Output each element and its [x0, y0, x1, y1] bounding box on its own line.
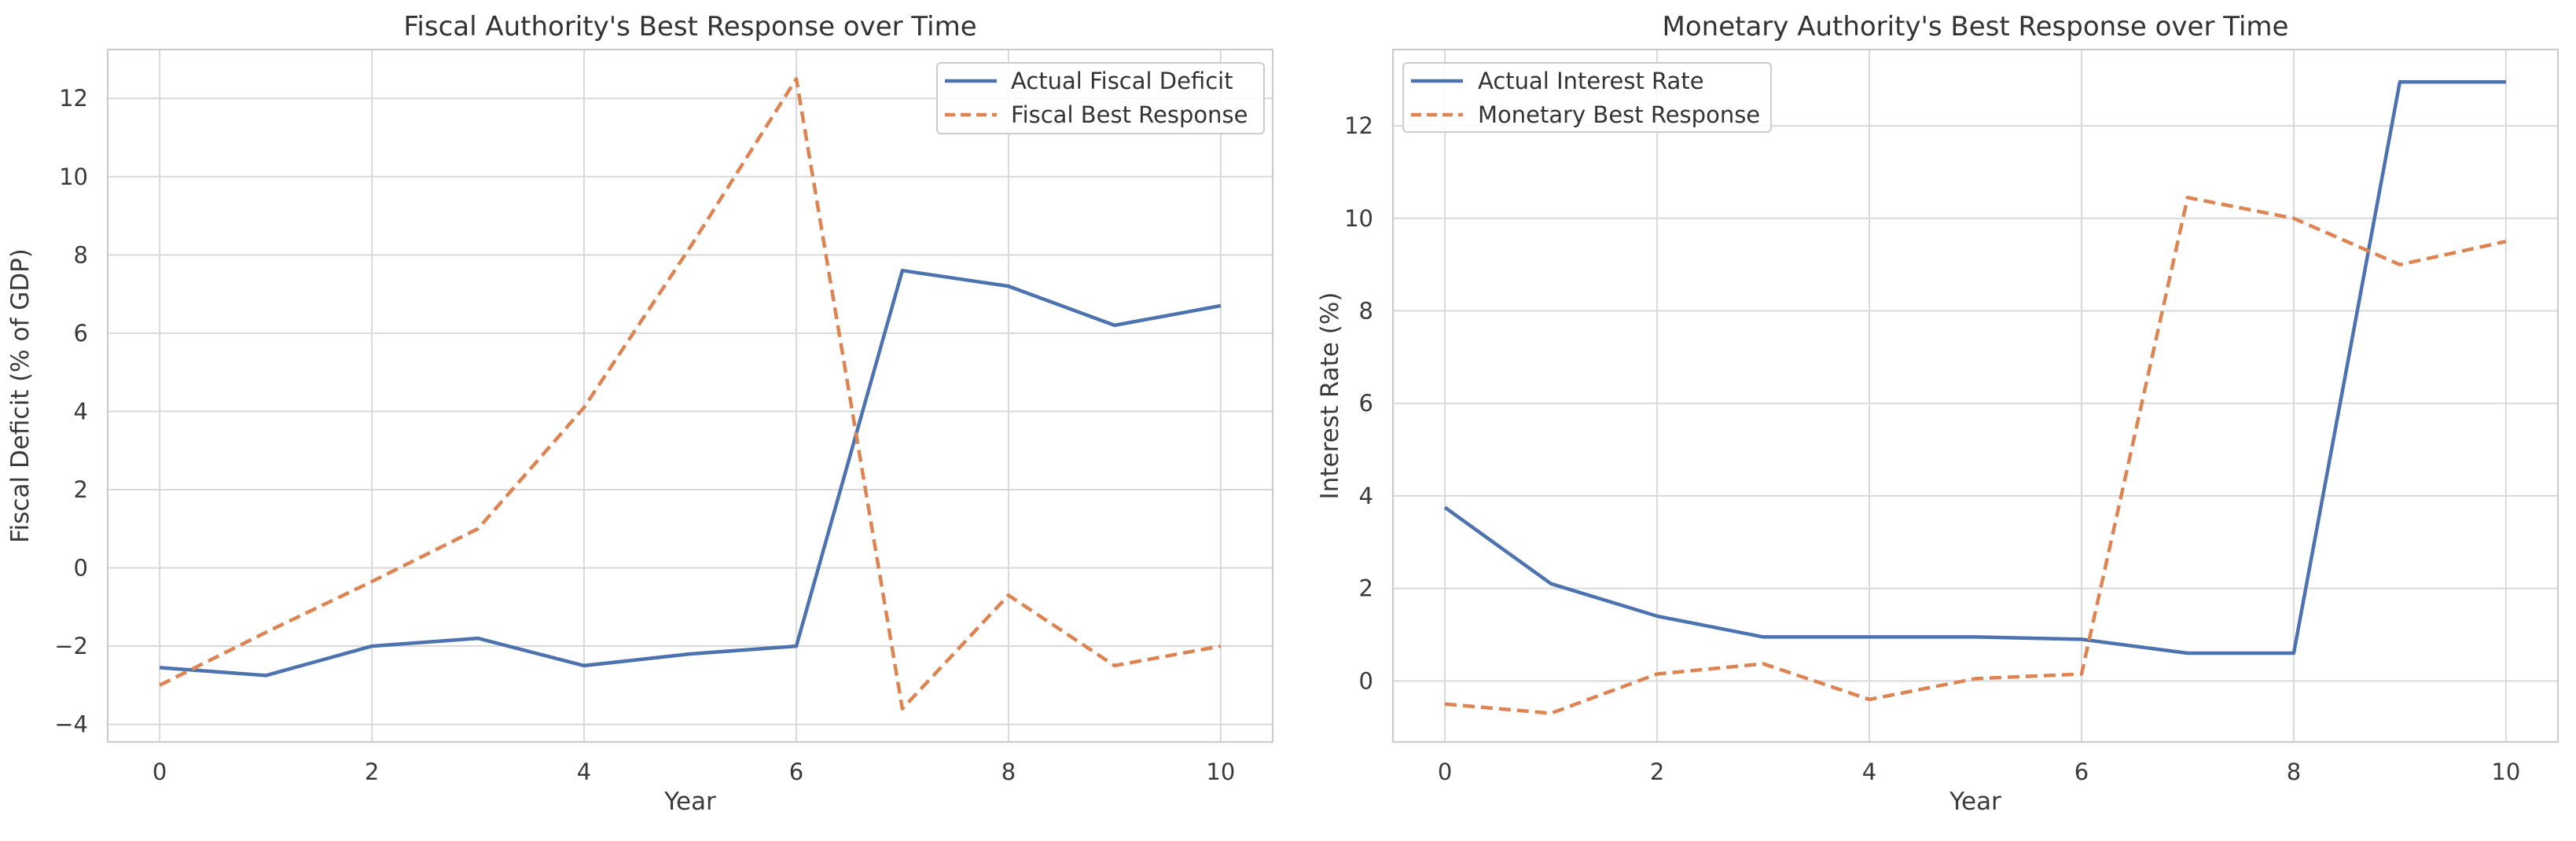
series-line-fiscal-best-response — [159, 77, 1222, 711]
monetary-legend-label-actual: Actual Interest Rate — [1478, 68, 1704, 94]
x-tick-label-2: 2 — [1650, 758, 1664, 785]
y-tick-label-8: 8 — [74, 241, 88, 268]
y-tick-label-10: 10 — [1344, 205, 1373, 232]
monetary-chart-title: Monetary Authority's Best Response over … — [1663, 11, 2289, 42]
monetary-legend-label-best-response: Monetary Best Response — [1478, 101, 1760, 128]
y-tick-label-4: 4 — [74, 398, 88, 424]
y-tick-label--2: −2 — [54, 633, 88, 659]
fiscal-plot-border — [106, 48, 1274, 744]
y-tick-label-8: 8 — [1359, 298, 1373, 325]
x-tick-label-10: 10 — [2491, 758, 2520, 785]
fiscal-legend: Actual Fiscal Deficit Fiscal Best Respon… — [936, 62, 1265, 134]
x-tick-label-10: 10 — [1206, 758, 1235, 785]
y-tick-label-0: 0 — [74, 555, 88, 582]
x-tick-label-4: 4 — [1862, 758, 1876, 785]
monetary-y-axis-label: Interest Rate (%) — [1316, 292, 1344, 500]
fiscal-series — [159, 77, 1222, 711]
x-tick-label-4: 4 — [577, 758, 591, 785]
y-tick-label-2: 2 — [1359, 575, 1373, 602]
monetary-series — [1443, 79, 2507, 715]
monetary-chart: 0 2 4 6 8 10 0 2 4 6 8 10 12 Monetary Authority's Be… — [1316, 11, 2559, 816]
fiscal-grid — [108, 50, 1273, 742]
fiscal-y-axis-label: Fiscal Deficit (% of GDP) — [6, 248, 35, 543]
fiscal-chart-title: Fiscal Authority's Best Response over Ti… — [403, 11, 976, 42]
x-tick-label-2: 2 — [365, 758, 379, 785]
y-tick-label-2: 2 — [74, 476, 88, 503]
monetary-legend-box — [1402, 62, 1772, 133]
y-tick-label-12: 12 — [1344, 112, 1373, 139]
fiscal-chart: 0 2 4 6 8 10 −4 −2 0 2 4 6 8 10 12 Fiscal Authority's … — [6, 11, 1274, 816]
x-tick-label-6: 6 — [2074, 758, 2089, 785]
monetary-legend: Actual Interest Rate Monetary Best Respo… — [1402, 62, 1772, 133]
y-tick-label-0: 0 — [1359, 667, 1373, 694]
x-tick-label-0: 0 — [1438, 758, 1452, 785]
fiscal-x-axis-label: Year — [663, 788, 716, 816]
series-line-actual-fiscal-deficit — [159, 268, 1222, 678]
fiscal-tick-labels: 0 2 4 6 8 10 −4 −2 0 2 4 6 8 10 12 — [54, 85, 1235, 785]
y-tick-label-6: 6 — [1359, 390, 1373, 417]
monetary-x-axis-label: Year — [1949, 788, 2001, 816]
y-tick-label--4: −4 — [54, 711, 88, 738]
fiscal-legend-label-actual: Actual Fiscal Deficit — [1011, 68, 1233, 94]
x-tick-label-8: 8 — [1001, 758, 1016, 785]
series-line-monetary-best-response — [1444, 196, 2507, 715]
y-tick-label-6: 6 — [74, 320, 88, 347]
x-tick-label-0: 0 — [153, 758, 167, 785]
monetary-tick-labels: 0 2 4 6 8 10 0 2 4 6 8 10 12 — [1344, 112, 2520, 785]
series-line-actual-interest-rate — [1443, 79, 2506, 656]
x-tick-label-6: 6 — [789, 758, 803, 785]
fiscal-legend-label-best-response: Fiscal Best Response — [1011, 101, 1248, 128]
monetary-plot-border — [1391, 48, 2559, 744]
y-tick-label-12: 12 — [59, 85, 88, 112]
y-tick-label-4: 4 — [1359, 483, 1373, 509]
fiscal-legend-box — [936, 62, 1265, 134]
y-tick-label-10: 10 — [59, 163, 88, 190]
x-tick-label-8: 8 — [2287, 758, 2301, 785]
monetary-grid — [1393, 50, 2558, 742]
